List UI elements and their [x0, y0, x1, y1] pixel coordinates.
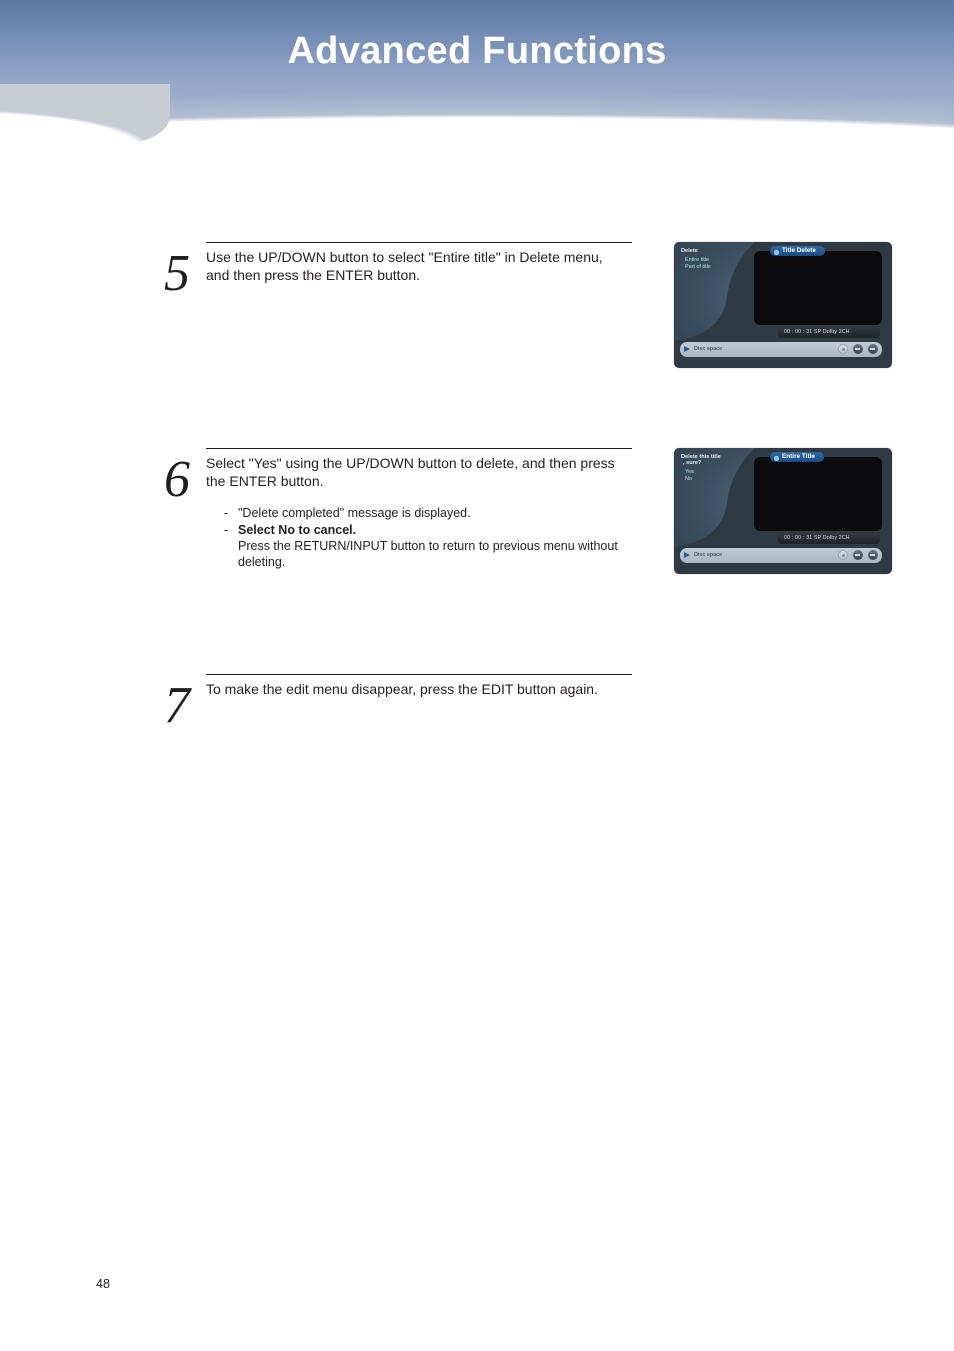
step-number: 6	[154, 454, 200, 506]
page-title: Advanced Functions	[0, 30, 954, 73]
osd-side-item: No	[685, 476, 755, 483]
osd-discspace-label: Disc space	[694, 552, 722, 558]
osd-side-panel: Delete this title , sure? Yes No	[675, 448, 755, 547]
page-content: 5 Use the UP/DOWN button to select "Enti…	[0, 174, 954, 734]
page-number: 48	[96, 1277, 110, 1291]
play-icon	[684, 552, 690, 558]
step-6: 6 Select "Yes" using the UP/DOWN button …	[154, 448, 894, 616]
osd-discspace-bar: Disc space	[680, 342, 882, 357]
osd-rec-info: 00 : 00 : 31 SP Dolby 2CH	[778, 533, 880, 544]
osd-side-heading: Delete	[681, 248, 755, 254]
bullet-continuation: Press the RETURN/INPUT button to return …	[238, 539, 618, 569]
bullet-bold: Select No to cancel.	[238, 523, 356, 537]
step-bullets: "Delete completed" message is displayed.…	[228, 505, 632, 570]
step-instruction: Use the UP/DOWN button to select "Entire…	[206, 248, 632, 285]
step-number: 7	[154, 680, 200, 732]
step-rule	[206, 242, 632, 243]
disc-ctrl-icon	[868, 550, 878, 560]
step-instruction: To make the edit menu disappear, press t…	[206, 680, 632, 698]
osd-title-pill: Entire Title	[770, 452, 824, 462]
osd-video-area	[754, 251, 882, 325]
step-rule	[206, 674, 632, 675]
play-icon	[684, 346, 690, 352]
disc-ctrl-icon	[868, 344, 878, 354]
step-5: 5 Use the UP/DOWN button to select "Enti…	[154, 242, 894, 390]
step-7: 7 To make the edit menu disappear, press…	[154, 674, 894, 734]
title-swoosh-grey	[0, 84, 170, 144]
disc-icon	[838, 344, 848, 354]
osd-side-item: Yes	[685, 469, 755, 476]
osd-video-area	[754, 457, 882, 531]
disc-icon	[838, 550, 848, 560]
osd-side-item: Entire title	[685, 257, 755, 264]
osd-screenshot: Delete this title , sure? Yes No Entire …	[674, 448, 892, 574]
step-body: To make the edit menu disappear, press t…	[206, 680, 632, 698]
osd-title-pill: Title Delete	[770, 246, 825, 256]
disc-ctrl-icon	[853, 344, 863, 354]
disc-ctrl-icon	[853, 550, 863, 560]
step-number: 5	[154, 248, 200, 300]
bullet-item: "Delete completed" message is displayed.	[228, 505, 632, 521]
osd-discspace-label: Disc space	[694, 346, 722, 352]
step-instruction: Select "Yes" using the UP/DOWN button to…	[206, 454, 632, 491]
bullet-item: Select No to cancel. Press the RETURN/IN…	[228, 522, 632, 570]
osd-side-heading2: , sure?	[683, 460, 755, 466]
title-row: Advanced Functions	[0, 84, 954, 174]
step-body: Select "Yes" using the UP/DOWN button to…	[206, 454, 632, 571]
osd-screenshot: Delete Entire title Part of title Title …	[674, 242, 892, 368]
osd-rec-info: 00 : 00 : 31 SP Dolby 2CH	[778, 327, 880, 338]
step-rule	[206, 448, 632, 449]
osd-side-panel: Delete Entire title Part of title	[675, 242, 755, 341]
osd-side-item: Part of title	[685, 264, 755, 271]
step-body: Use the UP/DOWN button to select "Entire…	[206, 248, 632, 285]
osd-discspace-bar: Disc space	[680, 548, 882, 563]
